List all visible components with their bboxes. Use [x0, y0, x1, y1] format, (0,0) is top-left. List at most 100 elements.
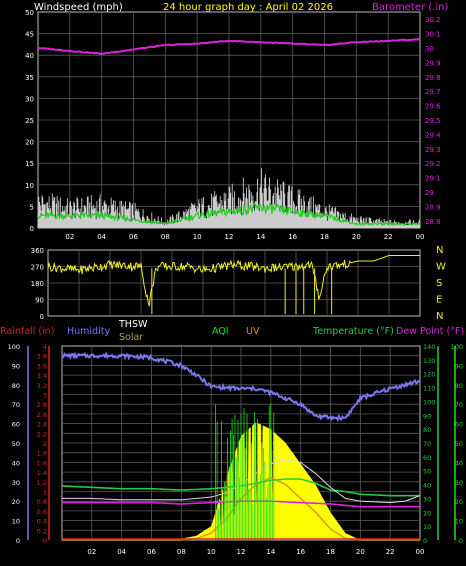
humidity-tick-label: 30	[12, 479, 20, 487]
direction-tick-label: 360	[31, 247, 44, 255]
aqi-tick-label: 40	[455, 459, 463, 467]
temperature-tick-label: 30	[423, 495, 431, 503]
direction-tick-label: 0	[40, 313, 44, 321]
rain-tick-label: 4	[43, 343, 47, 351]
direction-tick-label: 180	[31, 280, 44, 288]
barometer-tick-label: 29.9	[425, 59, 441, 67]
rain-tick-label: 3.4	[37, 372, 47, 380]
wind-x-tick-label: 14	[256, 233, 265, 241]
rain-tick-label: 2.2	[37, 430, 47, 438]
weather-x-tick-label: 00	[416, 548, 425, 556]
rain-tick-label: 2.8	[37, 401, 47, 409]
temperature-tick-label: 10	[423, 523, 431, 531]
wind-tick-label: 25	[25, 117, 34, 125]
wind-x-tick-label: 04	[97, 233, 106, 241]
wind-tick-label: 20	[25, 139, 34, 147]
wind-tick-label: 35	[25, 74, 34, 82]
rain-tick-label: 0.8	[37, 498, 47, 506]
wind-tick-label: 10	[25, 182, 34, 190]
barometer-tick-label: 29.2	[425, 160, 441, 168]
weather-x-tick-label: 10	[207, 548, 216, 556]
weather-x-tick-label: 20	[356, 548, 365, 556]
aqi-tick-label: 50	[455, 440, 463, 448]
legend-label: Dew Point (°F)	[396, 326, 464, 337]
temperature-tick-label: 100	[423, 398, 435, 406]
barometer-tick-label: 30	[425, 45, 434, 53]
chart-title: 24 hour graph day : April 02 2026	[163, 2, 333, 13]
wind-tick-label: 45	[25, 31, 34, 39]
rain-tick-label: 3.2	[37, 382, 47, 390]
humidity-tick-label: 50	[12, 440, 20, 448]
barometer-tick-label: 29.4	[425, 131, 441, 139]
wind-x-tick-label: 20	[352, 233, 361, 241]
rain-tick-label: 2	[43, 440, 47, 448]
wind-tick-label: 0	[30, 225, 34, 233]
weather-x-tick-label: 08	[177, 548, 186, 556]
direction-compass-label: N	[436, 311, 443, 322]
temperature-tick-label: 140	[423, 343, 435, 351]
humidity-tick-label: 90	[12, 362, 20, 370]
rain-tick-label: 1.6	[37, 459, 47, 467]
temperature-tick-label: 50	[423, 468, 431, 476]
weather-x-tick-label: 06	[147, 548, 156, 556]
direction-compass-label: N	[436, 245, 443, 256]
barometer-tick-label: 30.2	[425, 16, 441, 24]
temperature-tick-label: 70	[423, 440, 431, 448]
temperature-tick-label: 110	[423, 385, 435, 393]
humidity-tick-label: 0	[16, 537, 20, 545]
direction-compass-label: S	[436, 278, 442, 289]
humidity-tick-label: 100	[8, 343, 20, 351]
direction-compass-label: E	[436, 295, 442, 306]
barometer-tick-label: 30.1	[425, 31, 441, 39]
legend-label: Temperature (°F)	[312, 326, 394, 337]
temperature-tick-label: 80	[423, 426, 431, 434]
direction-tick-label: 270	[31, 264, 44, 272]
legend-label: THSW	[118, 319, 148, 330]
humidity-series	[62, 351, 421, 423]
wind-axis-label: Windspeed (mph)	[34, 2, 123, 13]
wind-x-tick-label: 08	[161, 233, 170, 241]
aqi-series	[215, 403, 275, 540]
weather-x-tick-label: 18	[326, 548, 335, 556]
legend-label: UV	[246, 326, 260, 337]
temperature-tick-label: 120	[423, 371, 435, 379]
rain-tick-label: 0.4	[37, 518, 47, 526]
humidity-tick-label: 70	[12, 401, 20, 409]
wind-x-tick-label: 06	[129, 233, 138, 241]
weather-x-tick-label: 12	[237, 548, 246, 556]
rain-tick-label: 2.4	[37, 421, 47, 429]
wind-average-series	[37, 202, 421, 227]
aqi-tick-label: 100	[451, 343, 463, 351]
wind-x-tick-label: 02	[65, 233, 74, 241]
barometer-tick-label: 29.5	[425, 117, 441, 125]
aqi-tick-label: 70	[455, 401, 463, 409]
rain-tick-label: 3	[43, 392, 47, 400]
rain-tick-label: 0.6	[37, 508, 47, 516]
wind-x-tick-label: 18	[320, 233, 329, 241]
wind-x-tick-label: 00	[416, 233, 425, 241]
temperature-tick-label: 60	[423, 454, 431, 462]
rain-tick-label: 3.6	[37, 362, 47, 370]
direction-compass-label: W	[436, 262, 446, 273]
rain-tick-label: 1.2	[37, 479, 47, 487]
aqi-tick-label: 10	[455, 518, 463, 526]
wind-tick-label: 50	[25, 9, 34, 17]
humidity-tick-label: 60	[12, 421, 20, 429]
legend-label: Humidity	[67, 326, 110, 337]
barometer-tick-label: 28.9	[425, 203, 441, 211]
legend-label: AQI	[212, 326, 229, 337]
temperature-tick-label: 20	[423, 509, 431, 517]
temperature-tick-label: 40	[423, 482, 431, 490]
aqi-tick-label: 0	[459, 537, 463, 545]
aqi-tick-label: 90	[455, 362, 463, 370]
direction-tick-label: 90	[35, 297, 44, 305]
weather-x-tick-label: 22	[386, 548, 395, 556]
wind-direction-series	[47, 255, 420, 307]
temperature-tick-label: 130	[423, 357, 435, 365]
rain-tick-label: 1	[43, 489, 47, 497]
rain-tick-label: 1.8	[37, 450, 47, 458]
rain-tick-label: 0.2	[37, 527, 47, 535]
rain-tick-label: 0	[43, 537, 47, 545]
